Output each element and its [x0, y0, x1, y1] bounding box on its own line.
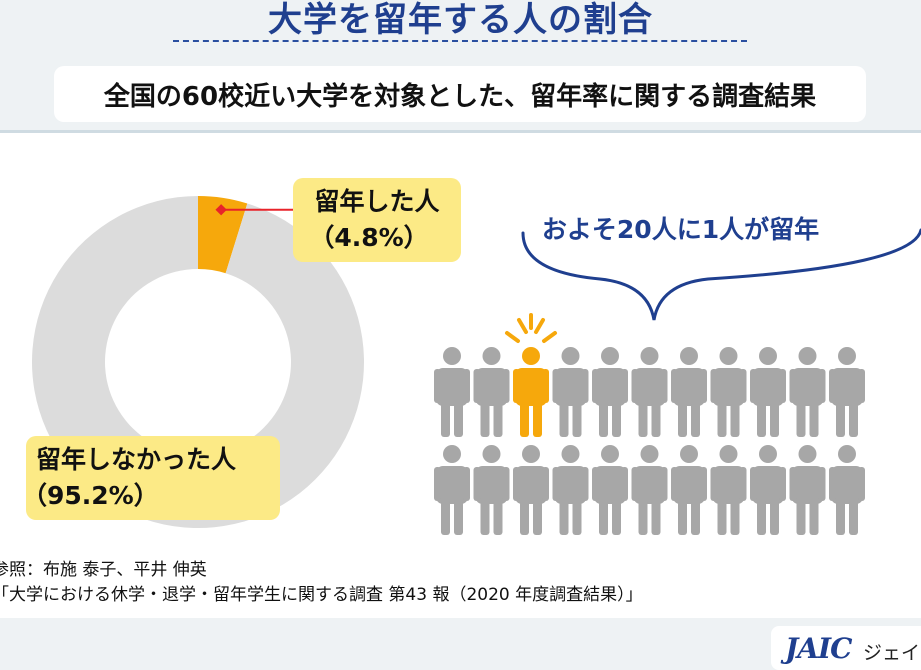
person-icon — [710, 445, 747, 535]
label-not-repeated: 留年しなかった人 （95.2%） — [22, 436, 280, 520]
person-icon — [552, 347, 589, 437]
person-icon — [552, 445, 589, 535]
person-icon — [789, 347, 826, 437]
footer-bar — [0, 618, 921, 666]
speech-bracket — [521, 228, 921, 321]
label-not-repeated-category: 留年しなかった人 — [36, 445, 237, 474]
person-icon — [750, 445, 786, 535]
source-line-1: 参照：布施 泰子、平井 伸英 — [0, 560, 207, 580]
logo-text: ジェイ — [863, 642, 921, 664]
label-repeated-value: （4.8%） — [309, 223, 429, 252]
person-icon — [473, 445, 510, 535]
slice-repeated — [198, 196, 248, 274]
slice-connector-dot — [215, 204, 227, 216]
person-icon — [513, 445, 549, 535]
brand-logo: JAIC ジェイ — [771, 626, 921, 670]
subtitle-banner: 全国の60校近い大学を対象とした、留年率に関する調査結果 — [54, 66, 866, 122]
person-icon — [829, 445, 865, 535]
person-icon — [631, 347, 668, 437]
person-icon — [671, 445, 707, 535]
person-icon — [710, 347, 747, 437]
person-icon — [671, 347, 707, 437]
source-citation: 参照：布施 泰子、平井 伸英 「大学における休学・退学・留年学生に関する調査 第… — [0, 558, 921, 608]
label-not-repeated-value: （95.2%） — [22, 481, 159, 510]
person-icon — [829, 347, 865, 437]
page-title: 大学を留年する人の割合 — [268, 0, 653, 40]
person-icon — [434, 445, 470, 535]
person-icon — [473, 347, 510, 437]
logo-mark: JAIC — [785, 632, 852, 665]
person-icon-highlighted — [513, 347, 549, 437]
label-repeated: 留年した人 （4.8%） — [293, 178, 461, 262]
source-line-2: 「大学における休学・退学・留年学生に関する調査 第43 報（2020 年度調査結… — [0, 585, 643, 605]
person-icon — [592, 347, 628, 437]
speech-caption: およそ20人に1人が留年 — [541, 215, 820, 244]
person-icon — [750, 347, 786, 437]
label-repeated-category: 留年した人 — [314, 187, 440, 216]
person-icon — [631, 445, 668, 535]
highlight-spark-icon — [505, 313, 557, 343]
person-icon — [592, 445, 628, 535]
person-icon — [789, 445, 826, 535]
title-underline — [173, 40, 747, 42]
person-icon — [434, 347, 470, 437]
